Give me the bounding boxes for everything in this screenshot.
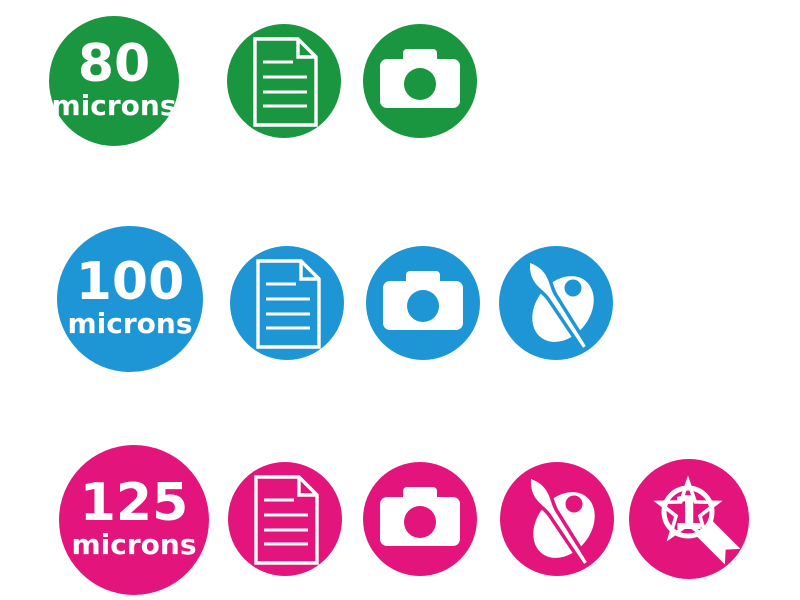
document-icon <box>228 462 342 576</box>
badge-125-microns: 125 microns <box>59 445 209 595</box>
camera-icon <box>363 462 477 576</box>
badge-100-microns: 100 microns <box>57 226 203 372</box>
badge-unit: microns <box>67 307 193 341</box>
camera-icon <box>363 24 477 138</box>
award-rosette-icon: 1 <box>629 459 749 579</box>
badge-value: 80 <box>77 33 151 94</box>
badge-unit: microns <box>51 89 177 123</box>
badge-80-microns: 80 microns <box>49 16 179 146</box>
camera-icon <box>366 246 480 360</box>
document-icon <box>230 246 344 360</box>
document-icon <box>227 24 341 138</box>
palette-icon <box>500 462 614 576</box>
palette-icon <box>499 246 613 360</box>
badge-value: 125 <box>79 472 189 533</box>
award-rank-number: 1 <box>672 486 704 540</box>
badge-value: 100 <box>75 251 185 312</box>
badge-unit: microns <box>71 528 197 562</box>
